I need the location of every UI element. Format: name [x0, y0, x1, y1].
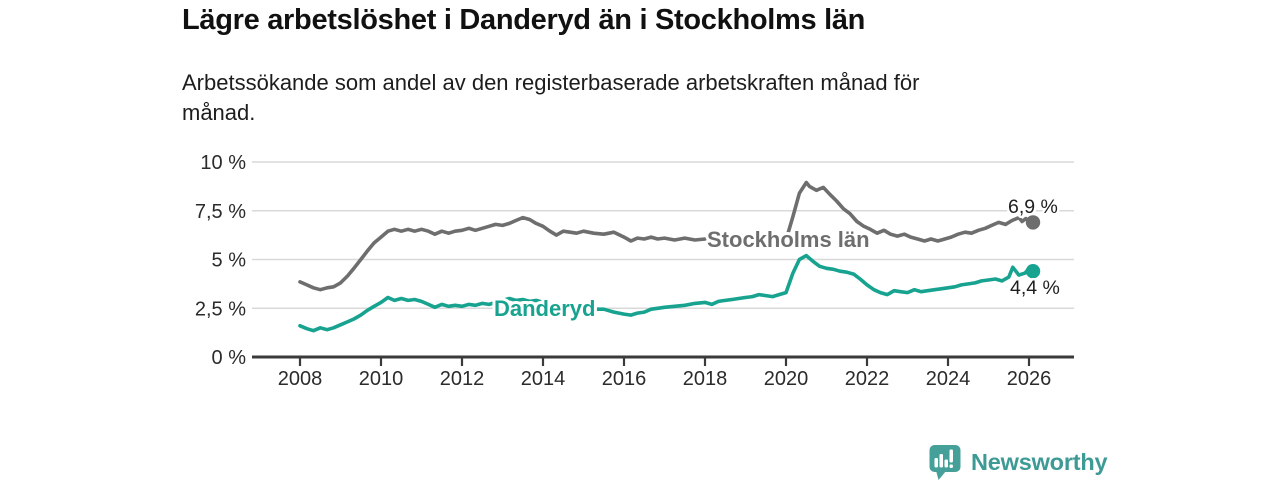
y-tick-label: 10 % — [200, 152, 246, 174]
stockholms-lan-line — [298, 180, 1035, 292]
logo-bubble-tail — [936, 470, 947, 480]
x-tick-label-2018: 2018 — [683, 368, 728, 390]
series-label-stockholms-lan: Stockholms län — [707, 227, 870, 252]
chart-title: Lägre arbetslöshet i Danderyd än i Stock… — [182, 4, 866, 36]
chart-subtitle: Arbetssökande som andel av den registerb… — [182, 68, 919, 128]
x-tick-label-2008: 2008 — [278, 368, 323, 390]
x-tick-label-2016: 2016 — [602, 368, 647, 390]
chart-subtitle-line-1: Arbetssökande som andel av den registerb… — [182, 70, 920, 95]
y-tick-label: 7,5 % — [195, 201, 246, 223]
x-tick-label-2024: 2024 — [926, 368, 971, 390]
logo-bars — [934, 449, 953, 468]
stockholms-lan-end-dot — [1025, 215, 1041, 230]
y-tick-label: 2,5 % — [195, 298, 246, 320]
brand-name: Newsworthy — [971, 449, 1108, 475]
x-tick-label-2010: 2010 — [359, 368, 404, 390]
chart-subtitle-line-2: månad. — [182, 100, 256, 125]
danderyd-line — [298, 253, 1035, 333]
end-value-stockholms-lan: 6,9 % — [1008, 196, 1058, 218]
x-tick-label-2026: 2026 — [1007, 368, 1052, 390]
newsworthy-logo-icon — [929, 445, 961, 480]
series-label-danderyd: Danderyd — [494, 296, 595, 321]
x-tick-label-2022: 2022 — [845, 368, 890, 390]
y-tick-label: 5 % — [212, 250, 247, 272]
x-tick-label-2014: 2014 — [521, 368, 566, 390]
y-tick-label: 0 % — [212, 347, 247, 369]
danderyd-end-dot — [1025, 264, 1041, 279]
x-tick-label-2012: 2012 — [440, 368, 485, 390]
x-tick-label-2020: 2020 — [764, 368, 809, 390]
end-value-danderyd: 4,4 % — [1010, 277, 1060, 299]
logo-bubble — [929, 445, 961, 472]
